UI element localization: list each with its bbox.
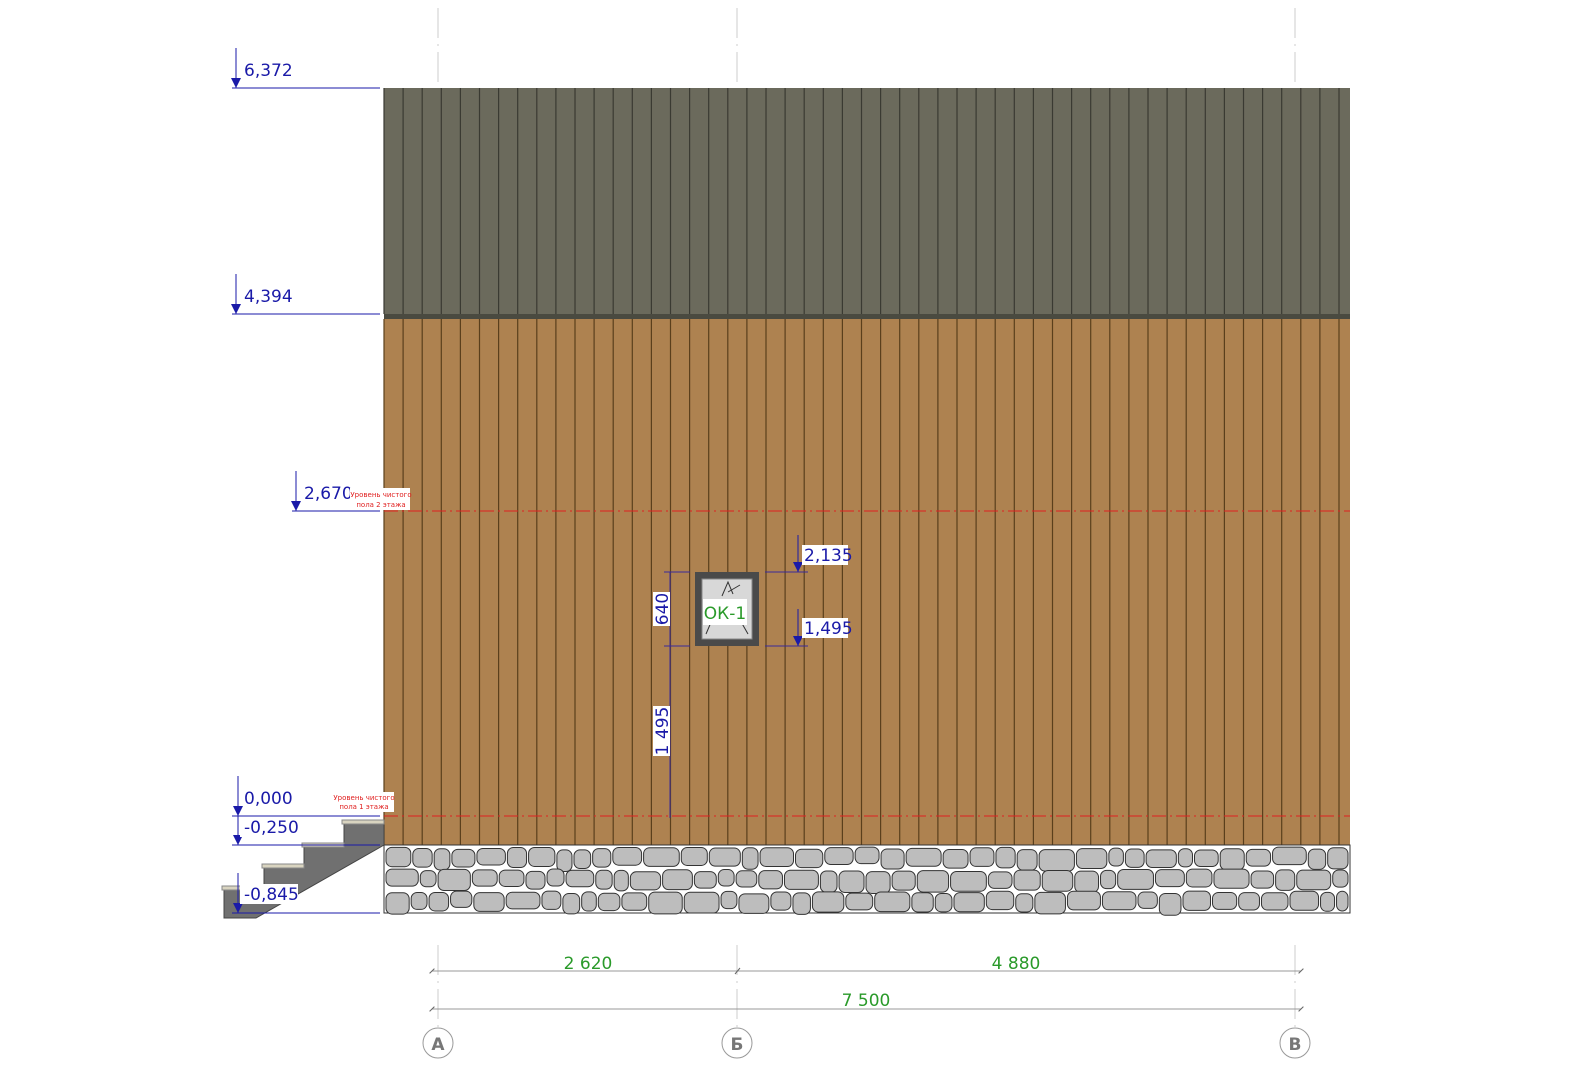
dimension-a-b: 2 620 [564,954,613,974]
floor-2-note-line-2: пола 2 этажа [356,501,405,509]
floor-1-note-line-2: пола 1 этажа [339,803,388,811]
axis-bubble-a: А [422,1027,454,1059]
window-tag: ОК-1 [704,604,746,624]
level-label-roof-top: 6,372 [244,61,293,81]
window-sill-dimension: 1 495 [653,707,673,756]
svg-text:1,495: 1,495 [804,619,853,639]
level-arrow-icon [233,835,243,845]
window-ok-1: ОК-1 [695,572,759,646]
stair-tread [341,819,385,825]
stone-foundation [383,844,1351,916]
level-label-ground: -0,250 [244,818,299,838]
level-label-floor-1: 0,000 [244,789,293,809]
level-arrow-icon [231,304,241,314]
window-bottom-mark: 1,495 [793,609,853,646]
roof-eave-trim [384,314,1350,319]
level-label-stair-base: -0,845 [244,885,299,905]
level-arrow-icon [233,903,243,913]
window-height-dimension: 640 [653,593,673,625]
window-top-mark: 2,135 [793,535,853,572]
wall-panel [384,319,1350,845]
level-arrow-icon [231,78,241,88]
axis-bubble-b: Б [721,1027,753,1059]
axis-grid-lines [437,8,1296,1027]
level-arrow-icon [291,501,301,511]
roof-metal-cladding [383,88,1350,319]
svg-text:Б: Б [731,1035,744,1055]
level-marks [231,48,380,914]
dimension-total: 7 500 [842,991,891,1011]
floor-2-note-line-1: Уровень чистого [350,491,411,499]
level-label-roof-eave: 4,394 [244,287,293,307]
stair-tread [261,863,305,869]
level-label-floor-2: 2,670 [304,484,353,504]
svg-text:В: В [1289,1035,1302,1055]
svg-text:2,135: 2,135 [804,546,853,566]
roof-panel [384,88,1350,314]
axis-bubble-v: В [1279,1027,1311,1059]
wall-board-cladding [383,319,1350,845]
svg-text:А: А [431,1035,445,1055]
dimension-b-v: 4 880 [992,954,1041,974]
floor-1-note-line-1: Уровень чистого [333,794,394,802]
horizontal-dimension-lines [429,967,1304,1012]
floor-level-lines [384,510,1350,817]
